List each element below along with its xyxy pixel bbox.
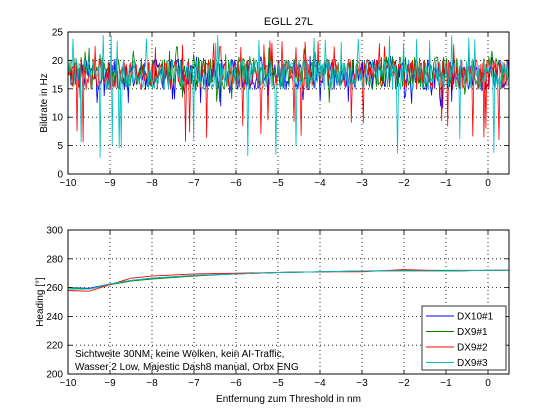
x-tick-label: −2	[398, 178, 410, 189]
x-tick-label: 0	[485, 378, 491, 389]
x-tick-label: −3	[356, 178, 368, 189]
x-tick-label: −7	[188, 378, 200, 389]
x-tick-label: −9	[104, 178, 116, 189]
y-tick-label: 220	[46, 341, 63, 352]
x-tick-label: −4	[314, 178, 326, 189]
x-tick-label: −4	[314, 378, 326, 389]
framerate-ylabel: Bildrate in Hz	[39, 73, 50, 132]
heading-series-dx9-3	[68, 269, 509, 290]
y-tick-label: 0	[57, 170, 63, 181]
x-tick-label: −6	[230, 378, 242, 389]
framerate-title: EGLL 27L	[264, 16, 313, 28]
framerate-plot-area	[67, 31, 510, 175]
heading-chart: −10 −9 −8 −7 −6 −5 −4 −3 −2 −1 0200220240260280300…	[35, 226, 510, 405]
x-tick-label: −9	[104, 378, 116, 389]
legend: DX10#1 DX9#1 DX9#2 DX9#3	[421, 305, 507, 371]
x-tick-label: −10	[60, 178, 77, 189]
framerate-frame	[67, 31, 510, 175]
x-tick-label: −1	[440, 178, 452, 189]
heading-ylabel: Heading [°]	[35, 277, 46, 327]
y-tick-label: 20	[52, 56, 64, 67]
framerate-series-dx9-1	[67, 46, 510, 103]
y-tick-label: 25	[52, 28, 64, 39]
annotation-line-2: Wasser 2 Low, Majestic Dash8 manual, Orb…	[75, 362, 299, 373]
x-tick-label: −2	[398, 378, 410, 389]
y-tick-label: 15	[52, 84, 64, 95]
legend-label: DX9#3	[457, 358, 488, 369]
heading-xlabel: Entfernung zum Threshold in nm	[216, 394, 361, 405]
legend-box	[421, 305, 507, 371]
x-tick-label: −8	[146, 378, 158, 389]
y-tick-label: 5	[57, 141, 63, 152]
legend-label: DX9#2	[457, 343, 488, 354]
y-tick-label: 260	[46, 283, 63, 294]
y-tick-label: 200	[46, 370, 63, 381]
y-tick-label: 280	[46, 254, 63, 265]
y-tick-label: 10	[52, 113, 64, 124]
x-tick-label: −7	[188, 178, 200, 189]
framerate-series-dx9-3	[67, 34, 510, 158]
x-tick-label: −1	[440, 378, 452, 389]
x-tick-label: −5	[272, 378, 284, 389]
framerate-series-group	[67, 34, 510, 158]
legend-label: DX9#1	[457, 327, 488, 338]
framerate-grid	[68, 32, 509, 174]
x-tick-label: −8	[146, 178, 158, 189]
y-tick-label: 300	[46, 226, 63, 237]
x-tick-label: −10	[60, 378, 77, 389]
x-tick-label: 0	[485, 178, 491, 189]
x-tick-label: −3	[356, 378, 368, 389]
heading-frame	[67, 229, 510, 375]
x-tick-label: −6	[230, 178, 242, 189]
annotation-line-1: Sichtweite 30NM, keine Wolken, kein AI-T…	[75, 349, 284, 360]
legend-label: DX10#1	[457, 312, 494, 323]
heading-series-group	[67, 269, 509, 292]
x-tick-label: −5	[272, 178, 284, 189]
y-tick-label: 240	[46, 312, 63, 323]
